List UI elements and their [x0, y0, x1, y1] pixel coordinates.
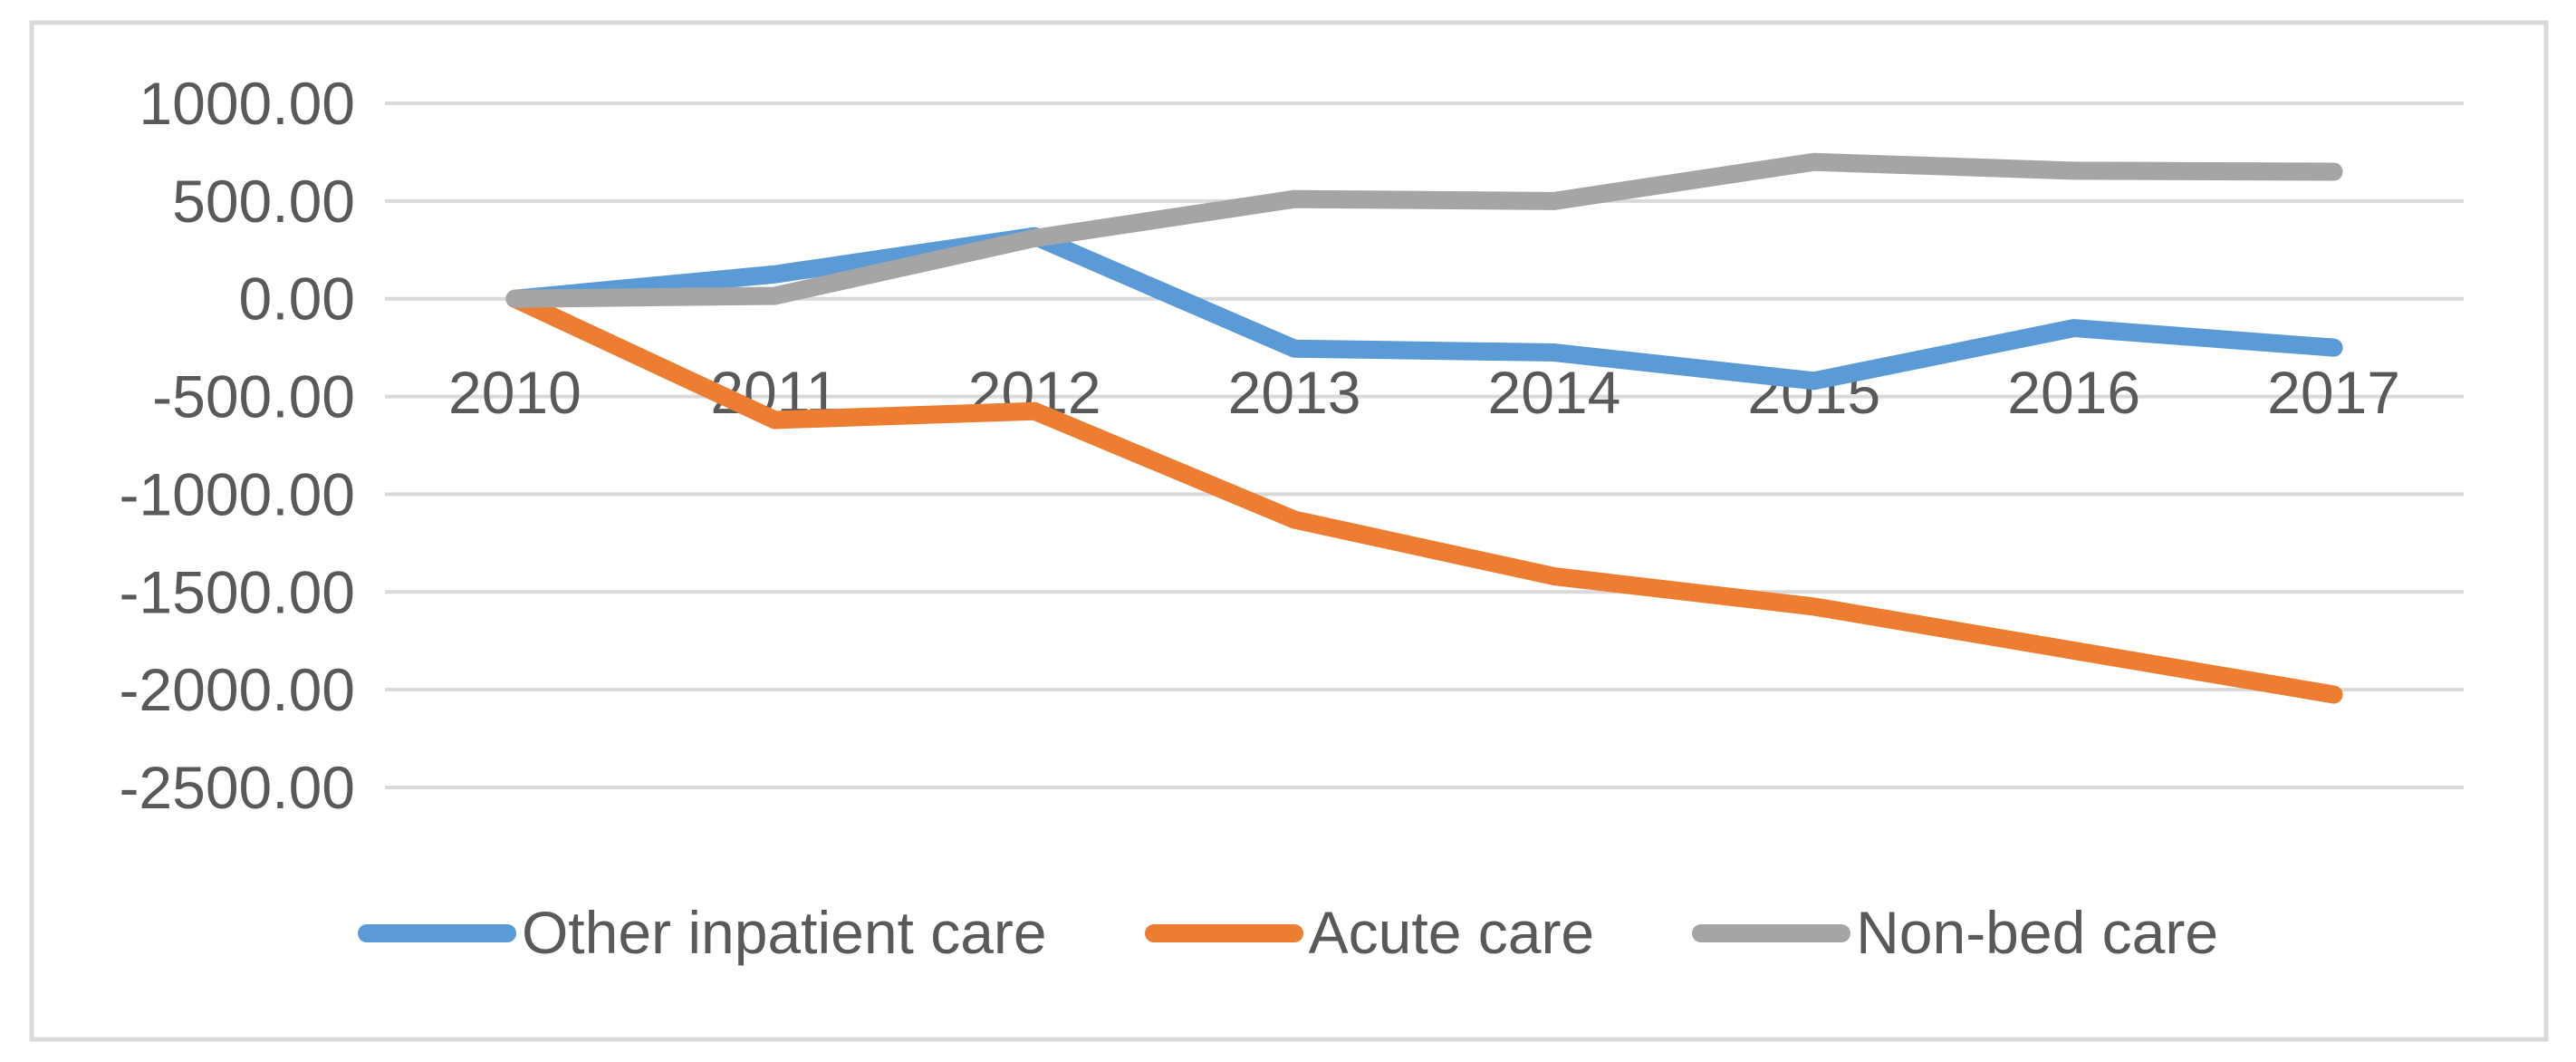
series-line-other-inpatient-care	[505, 227, 2343, 391]
y-axis-tick-label: -2500.00	[119, 754, 355, 821]
series-line-non-bed-care	[505, 152, 2343, 308]
y-axis-tick-label: 1000.00	[139, 70, 355, 137]
x-axis-category-label: 2014	[1488, 359, 1621, 426]
y-axis-labels-group: 1000.00 500.00 0.00 -500.00 -1000.00 -1500.00…	[119, 70, 355, 821]
y-axis-tick-label: -1500.00	[119, 558, 355, 625]
x-axis-category-label: 2013	[1228, 359, 1361, 426]
x-axis-category-label: 2010	[448, 359, 582, 426]
legend-label-non-bed-care: Non-bed care	[1856, 899, 2219, 966]
legend-swatch-other-inpatient-care	[357, 923, 516, 942]
legend-label-other-inpatient-care: Other inpatient care	[521, 899, 1047, 966]
y-axis-tick-label: 0.00	[239, 266, 355, 333]
y-axis-tick-label: 500.00	[172, 168, 355, 235]
legend-item-non-bed-care: Non-bed care	[1692, 899, 2219, 966]
series-line-acute-care	[505, 289, 2343, 704]
y-axis-tick-label: -2000.00	[119, 656, 355, 723]
legend-swatch-non-bed-care	[1692, 923, 1851, 942]
chart-legend: Other inpatient care Acute care Non-bed …	[0, 899, 2576, 966]
legend-item-other-inpatient-care: Other inpatient care	[357, 899, 1047, 966]
x-axis-category-label: 2017	[2267, 359, 2400, 426]
chart-frame-border	[29, 20, 2549, 1042]
legend-swatch-acute-care	[1144, 923, 1303, 942]
series-lines-group	[505, 152, 2343, 704]
y-axis-tick-label: -1000.00	[119, 460, 355, 527]
legend-item-acute-care: Acute care	[1144, 899, 1595, 966]
x-axis-category-label: 2016	[2007, 359, 2140, 426]
y-axis-tick-label: -500.00	[152, 363, 355, 430]
legend-label-acute-care: Acute care	[1308, 899, 1595, 966]
x-axis-labels-group: 2010 2011 2012 2013 2014 2015 2016 2017	[448, 359, 2400, 426]
